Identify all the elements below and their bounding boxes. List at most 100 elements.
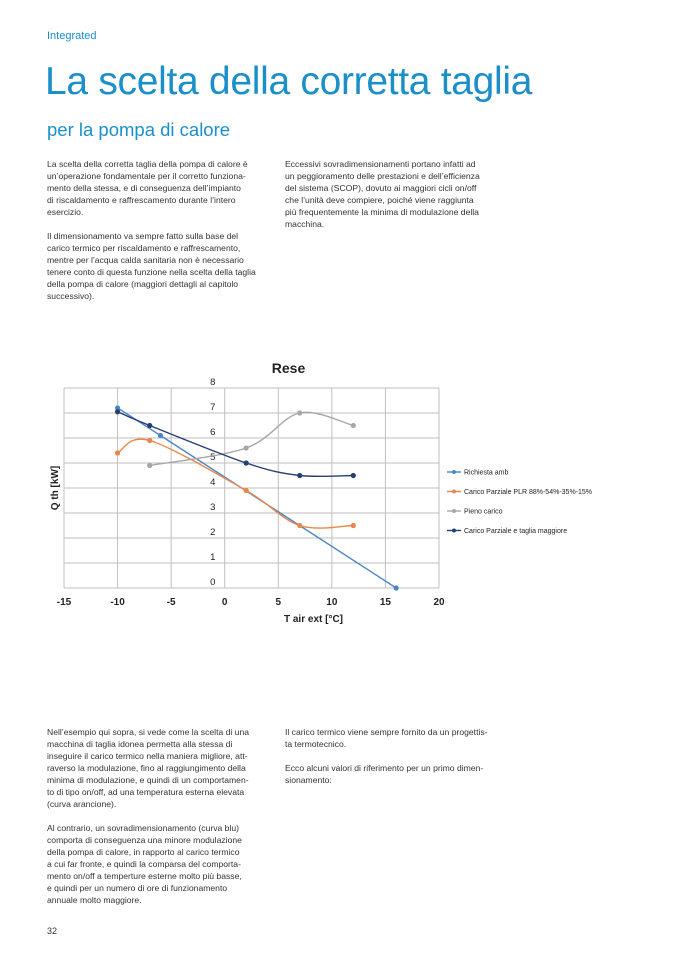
data-point: [243, 445, 249, 451]
legend-label: Carico Parziale e taglia maggiore: [464, 528, 567, 535]
data-point: [297, 522, 303, 529]
x-tick-label: 10: [326, 597, 338, 608]
page-number: 32: [47, 926, 58, 936]
data-point: [350, 522, 356, 529]
text-line: ta termotecnico.: [285, 739, 347, 749]
paragraph: La scelta della corretta taglia della po…: [47, 158, 256, 218]
text-line: più frequentemente la minima di modulazi…: [285, 207, 479, 217]
data-point: [297, 472, 303, 479]
data-point: [297, 410, 303, 416]
y-tick-label: 2: [210, 527, 215, 538]
data-point: [114, 450, 121, 456]
data-point: [243, 487, 249, 494]
text-line: che l’unità deve compiere, poiché viene …: [285, 195, 474, 205]
data-point: [157, 432, 164, 439]
paragraph: Al contrario, un sovradimensionamento (c…: [47, 822, 249, 906]
data-point: [350, 472, 356, 479]
text-line: to di tipo on/off, ad una temperatura es…: [47, 787, 245, 797]
text-line: sionamento:: [285, 775, 332, 785]
text-line: Eccessivi sovradimensionamenti portano i…: [285, 159, 476, 169]
y-tick-label: 4: [210, 477, 215, 488]
intro-left-column: La scelta della corretta taglia della po…: [47, 158, 256, 314]
text-line: successivo).: [47, 291, 95, 301]
y-tick-label: 1: [210, 552, 215, 563]
text-line: Il carico termico viene sempre fornito d…: [285, 727, 488, 737]
text-line: inseguire il carico termico nella manier…: [47, 751, 248, 761]
text-line: comporta di conseguenza una minore modul…: [47, 835, 242, 845]
text-line: (curva arancione).: [47, 799, 117, 809]
text-line: mento on/off a temperture esterne molto …: [47, 871, 242, 881]
x-tick-label: 0: [222, 597, 228, 608]
y-tick-label: 5: [210, 452, 215, 463]
text-line: un peggioramento delle prestazioni e del…: [285, 171, 480, 181]
text-line: tenere conto di questa funzione nella sc…: [47, 267, 256, 277]
data-point: [114, 405, 121, 411]
text-line: raverso la modulazione, fino al raggiung…: [47, 763, 246, 773]
paragraph: Il carico termico viene sempre fornito d…: [285, 726, 488, 750]
data-point: [243, 460, 249, 466]
chart-title: Rese: [272, 360, 306, 376]
intro-right-column: Eccessivi sovradimensionamenti portano i…: [285, 158, 480, 242]
text-line: Il dimensionamento va sempre fatto sulla…: [47, 231, 239, 241]
text-line: Al contrario, un sovradimensionamento (c…: [47, 823, 240, 833]
series-line: [117, 411, 354, 478]
x-axis-label: T air ext [°C]: [284, 614, 343, 625]
rese-chart: -15 -10 -5 0 5 10 15 20 0 1 2 3 4 5 6 7 8 Rese T air ext […: [50, 360, 592, 625]
text-line: a cui far fronte, e quindi la comparsa d…: [47, 859, 241, 869]
text-line: un’operazione fondamentale per il corret…: [47, 171, 246, 181]
y-axis-label: Q th [kW]: [50, 466, 61, 510]
y-tick-label: 6: [210, 427, 215, 438]
x-tick-label: -10: [110, 597, 125, 608]
text-line: annuale molto maggiore.: [47, 895, 142, 905]
x-tick-label: 15: [380, 597, 392, 608]
paragraph: Il dimensionamento va sempre fatto sulla…: [47, 230, 256, 302]
legend-marker: [452, 489, 456, 494]
data-point: [350, 422, 356, 429]
body-right-column: Il carico termico viene sempre fornito d…: [285, 726, 488, 798]
page-subtitle: per la pompa di calore: [47, 119, 231, 140]
series-line: [149, 411, 354, 467]
body-left-column: Nell’esempio qui sopra, si vede come la …: [47, 726, 249, 918]
y-tick-label: 7: [210, 402, 215, 413]
legend-marker: [452, 528, 456, 533]
data-point: [114, 409, 121, 415]
legend-marker: [452, 470, 456, 474]
data-point: [147, 437, 153, 444]
series-line: [117, 438, 354, 529]
data-point: [393, 585, 399, 591]
text-line: della pompa di calore, in rapporto al ca…: [47, 847, 240, 857]
text-line: carico termico per riscaldamento e raffr…: [47, 243, 241, 253]
paragraph: Ecco alcuni valori di riferimento per un…: [285, 762, 488, 786]
text-line: macchina di taglia idonea permetta alla …: [47, 739, 233, 749]
legend-label: Pieno carico: [464, 509, 503, 516]
text-line: mento della stessa, e di conseguenza del…: [47, 183, 241, 193]
text-line: minima di modulazione, e quindi di un co…: [47, 775, 249, 785]
text-line: macchina.: [285, 219, 325, 229]
x-tick-label: 20: [433, 597, 445, 608]
legend-label: Carico Parziale PLR 88%-54%-35%-15%: [464, 489, 592, 496]
legend-label: Richiesta amb: [464, 470, 508, 477]
paragraph: Nell’esempio qui sopra, si vede come la …: [47, 726, 249, 810]
text-line: Nell’esempio qui sopra, si vede come la …: [47, 727, 250, 737]
x-tick-label: 5: [276, 597, 282, 608]
y-tick-label: 0: [210, 577, 215, 588]
text-line: del sistema (SCOP), dovuto ai maggiori c…: [285, 183, 477, 193]
y-tick-label: 8: [210, 377, 215, 388]
text-line: della pompa di calore (maggiori dettagli…: [47, 279, 239, 289]
text-line: Ecco alcuni valori di riferimento per un…: [285, 763, 484, 773]
legend-marker: [452, 509, 456, 513]
data-point: [147, 462, 153, 469]
y-tick-label: 3: [210, 502, 215, 513]
page-title: La scelta della corretta taglia: [45, 60, 533, 103]
paragraph: Eccessivi sovradimensionamenti portano i…: [285, 158, 480, 230]
text-line: di riscaldamento e raffrescamento durant…: [47, 195, 236, 205]
text-line: mentre per l’acqua calda sanitaria non è…: [47, 255, 244, 265]
text-line: La scelta della corretta taglia della po…: [47, 159, 248, 169]
x-tick-label: -15: [57, 597, 72, 608]
section-label: Integrated: [47, 30, 97, 42]
text-line: e quindi per un numero di ore di funzion…: [47, 883, 228, 893]
x-tick-label: -5: [167, 597, 176, 608]
data-point: [147, 422, 153, 429]
series-line: [117, 407, 397, 589]
